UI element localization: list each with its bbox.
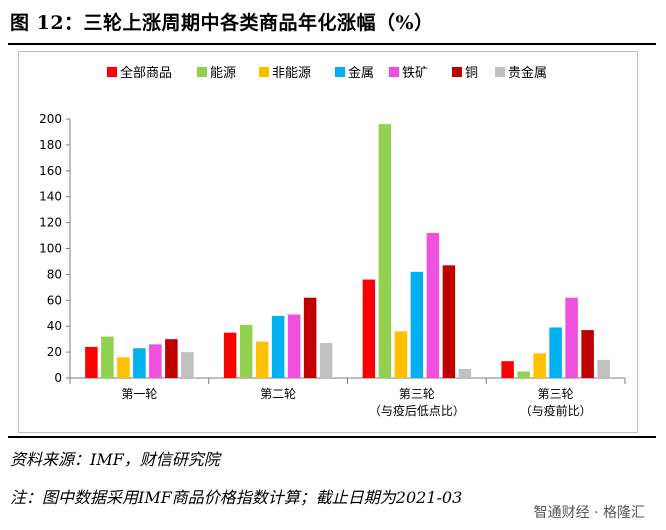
legend-swatch — [452, 67, 462, 77]
bar — [255, 341, 269, 378]
y-tick-label: 140 — [39, 190, 62, 204]
bar — [117, 357, 130, 378]
bar — [597, 359, 610, 378]
legend-swatch — [389, 67, 399, 77]
bar — [239, 324, 253, 378]
x-tick-label: 第一轮 — [121, 387, 157, 401]
y-tick-label: 20 — [47, 345, 62, 359]
legend-label: 能源 — [210, 66, 236, 81]
legend-swatch — [107, 67, 117, 77]
bar — [581, 330, 594, 378]
legend-label: 全部商品 — [120, 65, 172, 81]
legend-label: 非能源 — [272, 66, 311, 81]
bar — [362, 279, 376, 378]
bar — [442, 265, 456, 378]
bar — [303, 297, 317, 378]
bar — [549, 327, 562, 378]
bar — [394, 331, 408, 378]
bar — [223, 332, 237, 378]
bar — [517, 371, 530, 378]
x-tick-label: （与疫后低点比） — [369, 403, 465, 418]
bar — [426, 232, 440, 378]
legend-label: 金属 — [348, 65, 374, 81]
bar — [133, 348, 146, 378]
legend-swatch — [335, 67, 345, 77]
methodology-note: 注：图中数据采用IMF商品价格指数计算；截止日期为2021-03 — [10, 488, 463, 507]
bar — [165, 339, 178, 378]
legend-swatch — [197, 67, 207, 77]
bar — [501, 361, 514, 378]
x-tick-label: 第二轮 — [260, 387, 296, 401]
chart-frame — [18, 51, 638, 433]
bar — [378, 124, 392, 379]
legend-swatch — [259, 67, 269, 77]
bar — [533, 353, 546, 378]
y-tick-label: 100 — [39, 242, 62, 256]
x-tick-label: 第三轮 — [538, 387, 574, 401]
bar — [319, 343, 333, 378]
bar — [458, 368, 472, 378]
y-tick-label: 160 — [39, 164, 62, 178]
y-tick-label: 120 — [39, 216, 62, 230]
title-rule — [8, 43, 656, 45]
watermark: 智通财经 · 格隆汇 — [530, 502, 648, 522]
y-tick-label: 40 — [47, 319, 62, 333]
bar — [101, 336, 114, 378]
legend-label: 铁矿 — [402, 66, 428, 81]
y-tick-label: 180 — [39, 138, 62, 152]
legend-label: 贵金属 — [508, 65, 547, 81]
y-tick-label: 200 — [39, 112, 62, 126]
y-tick-label: 80 — [47, 267, 62, 281]
x-tick-label: 第三轮 — [399, 387, 435, 401]
bar — [287, 314, 301, 378]
bar — [410, 271, 424, 378]
bar — [271, 315, 285, 378]
legend-swatch — [495, 67, 505, 77]
source-note: 资料来源：IMF，财信研究院 — [10, 450, 220, 469]
bar — [181, 352, 194, 378]
y-tick-label: 0 — [54, 371, 62, 385]
bar — [149, 344, 162, 378]
y-tick-label: 60 — [47, 293, 62, 307]
chart-title: 图 12：三轮上涨周期中各类商品年化涨幅（%） — [10, 12, 434, 34]
bar — [85, 346, 98, 378]
footer-rule — [8, 436, 656, 438]
legend-label: 铜 — [465, 66, 478, 81]
bar — [565, 297, 578, 378]
x-tick-label: （与疫前比） — [520, 403, 592, 418]
